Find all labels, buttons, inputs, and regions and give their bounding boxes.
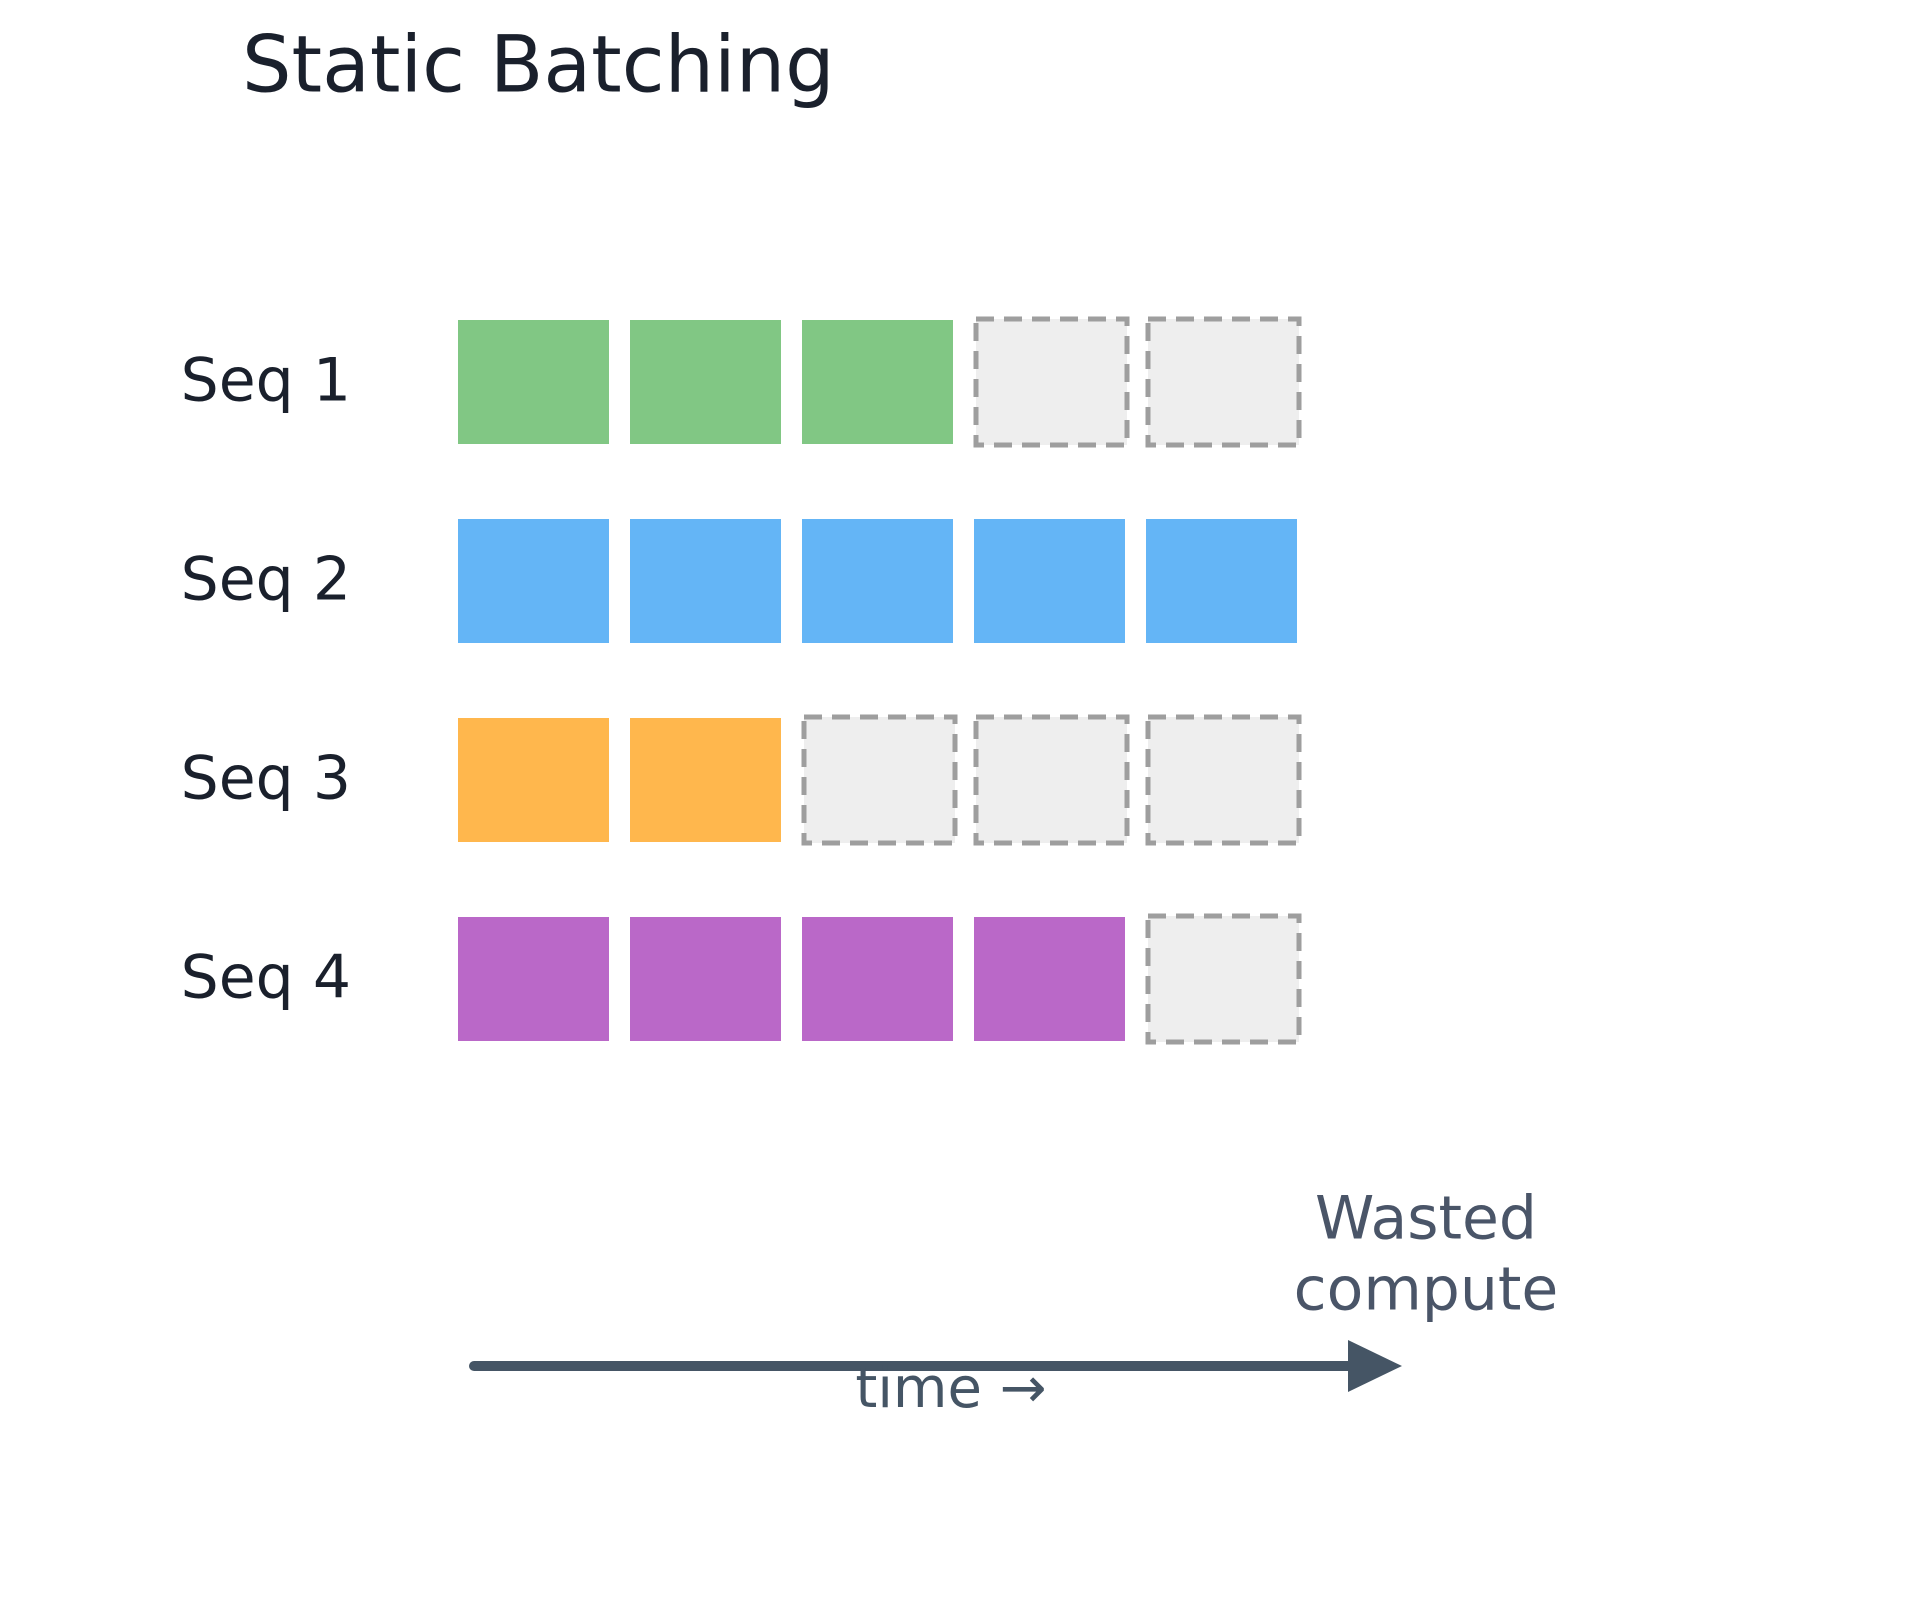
token-cell xyxy=(458,519,609,643)
token-cell xyxy=(802,519,953,643)
token-cell xyxy=(974,519,1125,643)
token-cell xyxy=(458,718,609,842)
title: Static Batching xyxy=(242,20,835,110)
token-cell xyxy=(802,320,953,444)
row-label: Seq 4 xyxy=(181,943,351,1013)
token-cell xyxy=(630,519,781,643)
axis-arrowhead xyxy=(1348,1340,1402,1392)
token-cell xyxy=(458,917,609,1041)
wasted-cell xyxy=(1145,316,1302,448)
wasted-cell xyxy=(1145,714,1302,846)
token-cell xyxy=(1146,519,1297,643)
row-label: Seq 2 xyxy=(181,545,351,615)
token-cell xyxy=(630,917,781,1041)
wasted-cell xyxy=(801,714,958,846)
axis-label: time → xyxy=(855,1356,1046,1421)
wasted-label: Wasted xyxy=(1315,1184,1537,1254)
wasted-cell xyxy=(973,714,1130,846)
token-cell xyxy=(974,917,1125,1041)
wasted-label: compute xyxy=(1294,1255,1559,1325)
token-cell xyxy=(630,320,781,444)
wasted-cell xyxy=(973,316,1130,448)
token-cell xyxy=(458,320,609,444)
token-cell xyxy=(630,718,781,842)
row-label: Seq 3 xyxy=(181,744,351,814)
token-cell xyxy=(802,917,953,1041)
wasted-cell xyxy=(1145,913,1302,1045)
row-label: Seq 1 xyxy=(181,346,351,416)
